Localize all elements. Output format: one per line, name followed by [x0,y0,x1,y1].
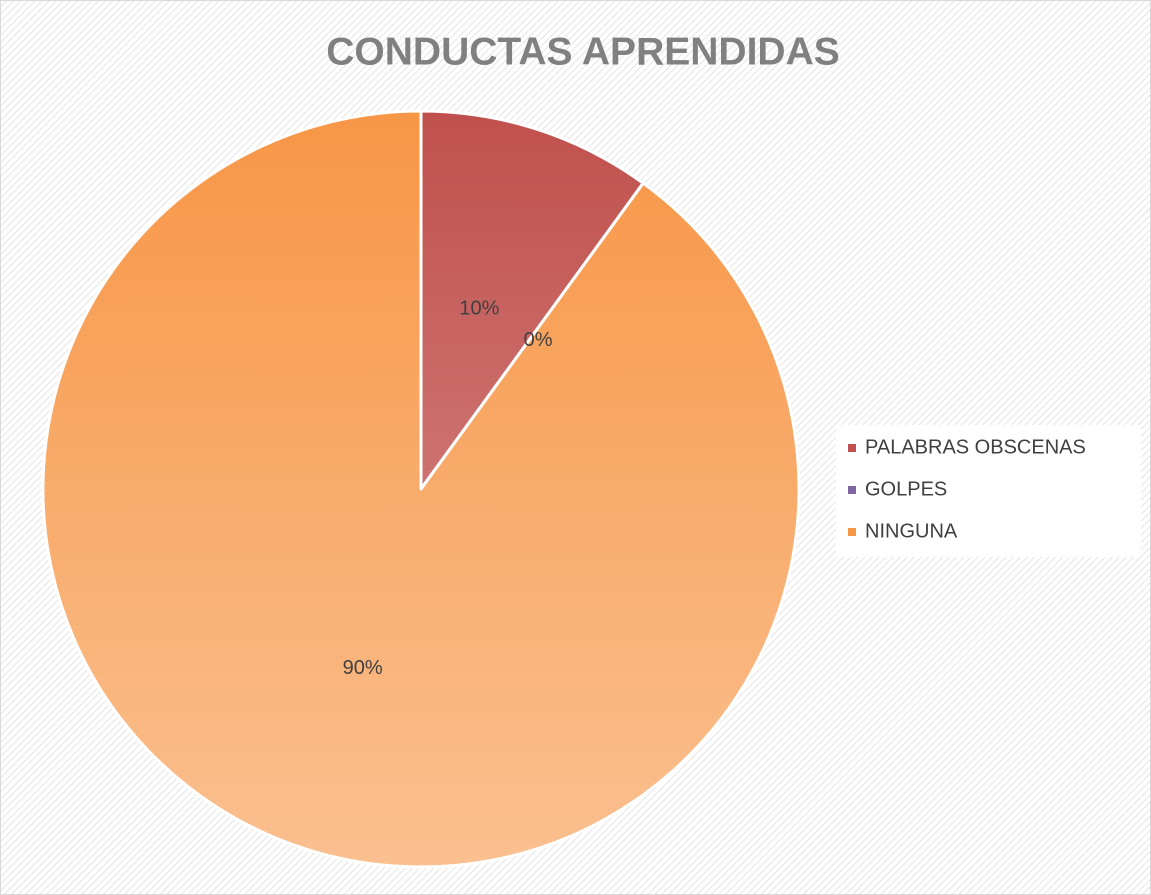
legend-label: GOLPES [865,478,947,500]
data-label: 10% [459,298,499,320]
data-label: 90% [343,657,383,679]
data-label: 0% [524,329,553,351]
legend-box [836,425,1141,557]
legend-marker [848,486,856,494]
pie-slice [419,109,645,491]
legend-label: PALABRAS OBSCENAS [865,436,1086,458]
legend-marker [848,444,856,452]
pie-slice [41,109,801,869]
chart-title: CONDUCTAS APRENDIDAS [326,30,840,73]
legend-marker [848,528,856,536]
legend-label: NINGUNA [865,520,958,542]
